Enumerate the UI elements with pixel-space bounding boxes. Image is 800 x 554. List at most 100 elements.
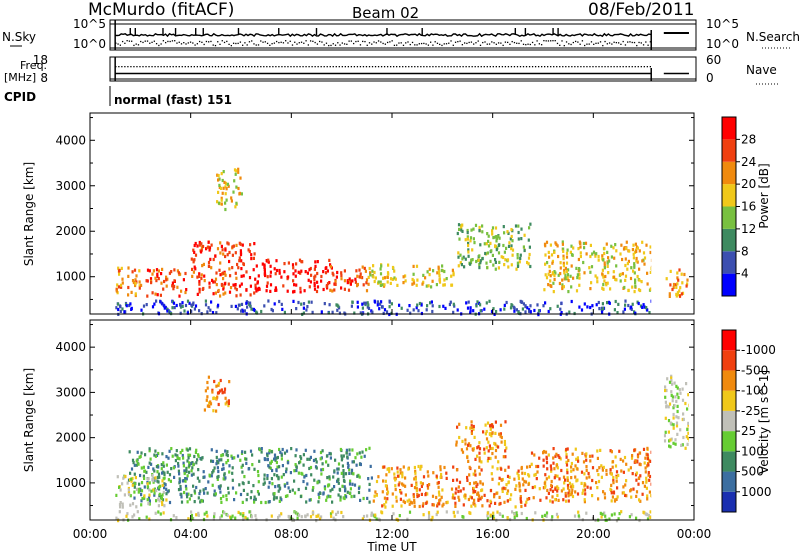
data-cell-8	[561, 285, 564, 289]
data-cell-0	[340, 471, 343, 475]
data-cell-8	[623, 285, 626, 290]
data-cell-8	[603, 246, 606, 250]
data-cell-10	[677, 278, 680, 282]
data-cell-3	[193, 258, 196, 262]
data-cell-4	[254, 286, 257, 290]
data-cell-4	[472, 424, 475, 429]
nave-point	[402, 66, 404, 68]
data-cell-0	[257, 480, 260, 484]
nave-point	[625, 66, 627, 68]
data-cell-0	[185, 477, 188, 481]
data-cell-8	[591, 252, 594, 256]
nsearch-point	[321, 41, 323, 43]
data-cell-0	[210, 459, 213, 463]
data-cell-3	[567, 494, 570, 498]
data-cell-6	[430, 285, 433, 289]
data-cell-8	[620, 243, 623, 247]
data-cell-0	[241, 463, 244, 467]
data-cell-0	[204, 487, 207, 491]
data-cell-0	[597, 300, 600, 305]
data-cell-3	[208, 248, 211, 252]
nave-point	[344, 66, 346, 68]
data-cell-2	[435, 474, 438, 478]
nsearch-point	[144, 40, 146, 42]
data-cell-3	[198, 280, 201, 284]
nave-point	[245, 66, 247, 68]
data-cell-0	[350, 304, 353, 308]
data-cell-0	[133, 496, 136, 500]
data-cell-3	[585, 452, 588, 456]
data-cell-4	[489, 424, 492, 428]
data-cell-4	[265, 289, 268, 293]
data-cell-2	[521, 477, 524, 481]
data-cell-5	[223, 390, 226, 394]
data-cell-0	[182, 456, 185, 460]
data-cell-8	[564, 276, 567, 280]
data-cell-6	[366, 514, 369, 518]
data-cell-1	[165, 498, 168, 502]
data-cell-1	[123, 475, 126, 479]
data-cell-4	[274, 286, 277, 290]
data-cell-2	[462, 503, 465, 507]
data-cell-3	[613, 499, 617, 503]
nsearch-point	[162, 40, 165, 42]
data-cell-5	[211, 388, 214, 392]
data-cell-1	[131, 483, 134, 487]
data-cell-4	[504, 455, 507, 459]
data-cell-3	[647, 471, 650, 475]
data-cell-0	[282, 473, 285, 477]
data-cell-9	[235, 169, 238, 173]
data-cell-0	[285, 449, 289, 453]
data-cell-0	[334, 458, 337, 462]
data-cell-6	[389, 281, 392, 285]
data-cell-0	[144, 453, 147, 457]
nsearch-point	[140, 40, 142, 43]
data-cell-8	[606, 264, 609, 268]
data-cell-0	[298, 461, 301, 465]
data-cell-0	[273, 302, 276, 306]
data-cell-3	[556, 493, 559, 497]
data-cell-1	[121, 502, 124, 506]
nave-point	[450, 66, 452, 68]
data-cell-6	[309, 515, 313, 519]
data-cell-6	[197, 511, 200, 515]
data-cell-0	[147, 496, 151, 500]
nsearch-point	[337, 42, 339, 44]
data-cell-3	[198, 290, 201, 294]
nsearch-point	[536, 40, 538, 42]
nsearch-point	[597, 42, 599, 44]
data-cell-0	[559, 307, 562, 311]
nsearch-point	[418, 43, 420, 45]
nsearch-point	[183, 41, 185, 44]
data-cell-0	[328, 477, 331, 481]
data-cell-8	[649, 245, 652, 249]
data-cell-0	[273, 453, 277, 457]
data-cell-0	[602, 306, 605, 310]
data-cell-10	[665, 277, 668, 281]
data-cell-2	[500, 478, 503, 482]
data-cell-6	[402, 275, 405, 279]
data-cell-7	[507, 231, 510, 235]
data-cell-0	[257, 492, 260, 496]
data-cell-4	[476, 454, 479, 458]
data-cell-2	[451, 496, 454, 500]
data-cell-0	[170, 447, 173, 451]
data-cell-7	[500, 255, 503, 259]
data-cell-2	[155, 279, 158, 283]
data-cell-0	[302, 302, 306, 306]
nsearch-point	[568, 43, 570, 45]
data-cell-1	[120, 266, 123, 270]
data-cell-2	[508, 475, 511, 479]
data-cell-6	[618, 512, 621, 516]
data-cell-4	[261, 262, 264, 266]
nsearch-point	[407, 41, 409, 43]
data-cell-6	[386, 271, 390, 275]
data-cell-0	[341, 484, 344, 488]
data-cell-0	[283, 451, 287, 455]
data-cell-0	[155, 465, 158, 469]
data-cell-3	[210, 266, 213, 270]
data-cell-3	[531, 485, 534, 490]
nave-point	[474, 66, 476, 68]
data-cell-7	[672, 426, 675, 430]
data-cell-0	[287, 486, 290, 490]
